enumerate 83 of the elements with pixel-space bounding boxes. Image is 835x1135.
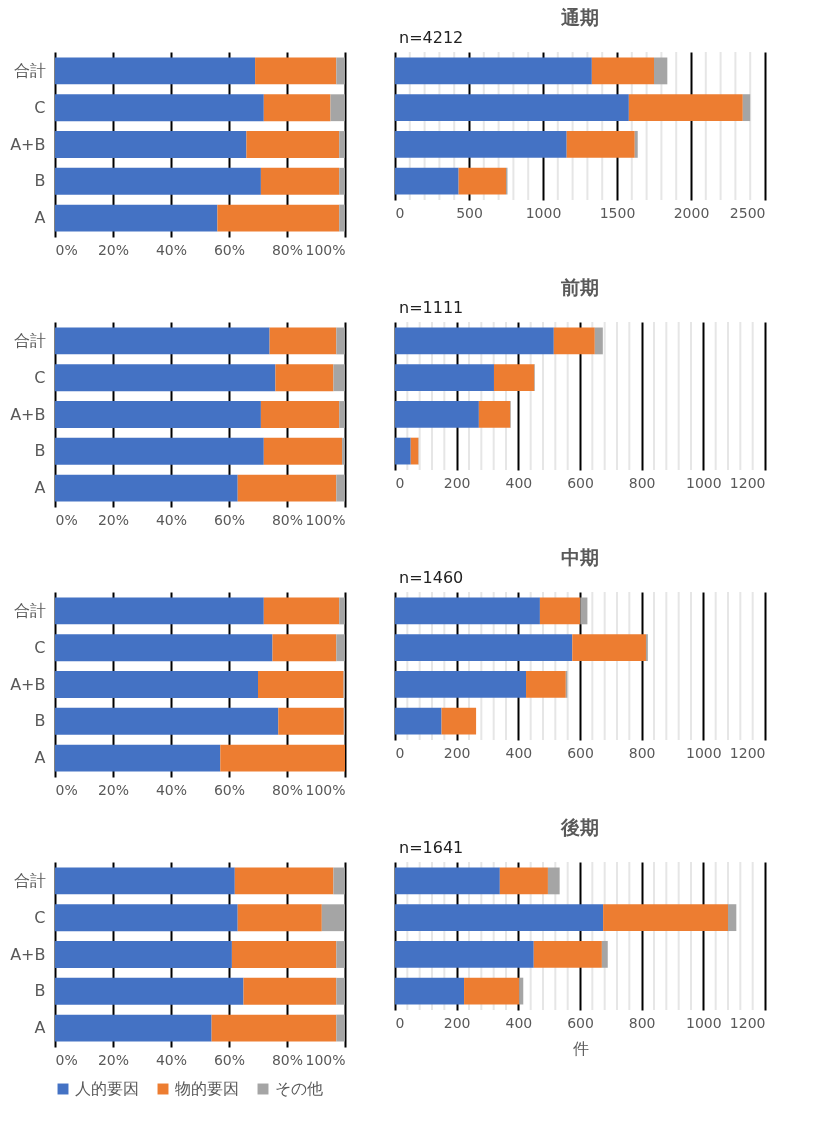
x-tick-label: 0	[395, 204, 405, 221]
x-tick-label: 80%	[271, 241, 304, 258]
x-tick-label: 200	[443, 474, 471, 491]
y-tick-label: B	[34, 711, 46, 731]
y-tick-label: A	[34, 208, 46, 228]
x-tick-label: 0%	[55, 781, 78, 798]
y-tick-label: A+B	[10, 404, 46, 424]
y-tick-label: B	[34, 981, 46, 1001]
y-tick-label: A+B	[10, 134, 46, 154]
y-tick-label: A	[34, 478, 46, 498]
text: n=1641	[399, 838, 464, 857]
x-tick-label: 0%	[55, 511, 78, 528]
x-tick-label: 0	[395, 1014, 405, 1031]
x-tick-label: 60%	[213, 1051, 246, 1068]
y-tick-label: A+B	[10, 944, 46, 964]
x-tick-label: 40%	[155, 241, 188, 258]
x-tick-label: 2000	[673, 204, 710, 221]
x-tick-label: 0	[395, 744, 405, 761]
y-tick-label: C	[34, 637, 46, 657]
x-tick-label: 2500	[729, 204, 766, 221]
x-tick-label: 200	[443, 744, 471, 761]
x-tick-label: 1200	[729, 1014, 766, 1031]
x-tick-label: 200	[443, 1014, 471, 1031]
x-tick-label: 60%	[213, 511, 246, 528]
y-tick-label: C	[34, 907, 46, 927]
x-tick-label: 100%	[305, 781, 346, 798]
x-tick-label: 20%	[97, 1051, 130, 1068]
y-tick-label: C	[34, 97, 46, 117]
y-tick-label: 合計	[13, 600, 46, 620]
y-tick-label: A+B	[10, 674, 46, 694]
x-tick-label: 1200	[729, 474, 766, 491]
y-tick-label: B	[34, 171, 46, 191]
x-tick-label: 40%	[155, 781, 188, 798]
x-tick-label: 100%	[305, 511, 346, 528]
x-tick-label: 60%	[213, 241, 246, 258]
y-tick-label: A	[34, 748, 46, 768]
y-tick-label: 合計	[13, 870, 46, 890]
x-tick-label: 20%	[97, 511, 130, 528]
y-tick-label: 合計	[13, 60, 46, 80]
x-tick-label: 1200	[729, 744, 766, 761]
x-axis-title: 件	[572, 1038, 589, 1058]
chart-title: 通期	[560, 6, 599, 28]
x-tick-label: 600	[567, 744, 594, 761]
chart-title: 後期	[560, 816, 599, 838]
x-tick-label: 1000	[686, 474, 722, 491]
x-tick-label: 20%	[97, 241, 130, 258]
x-tick-label: 800	[628, 1014, 656, 1031]
y-tick-label: A	[34, 1018, 46, 1038]
x-tick-label: 80%	[271, 1051, 304, 1068]
x-tick-label: 1500	[599, 204, 636, 221]
x-tick-label: 800	[628, 744, 656, 761]
text: n=4212	[399, 28, 464, 47]
x-tick-label: 400	[505, 1014, 533, 1031]
x-tick-label: 0%	[55, 1051, 78, 1068]
x-tick-label: 100%	[305, 241, 346, 258]
y-tick-label: C	[34, 367, 46, 387]
x-tick-label: 600	[567, 1014, 594, 1031]
x-tick-label: 40%	[155, 1051, 188, 1068]
y-tick-label: 合計	[13, 330, 46, 350]
chart-title: 前期	[560, 276, 599, 298]
x-tick-label: 0	[395, 474, 405, 491]
x-tick-label: 100%	[305, 1051, 346, 1068]
x-tick-label: 0%	[55, 241, 78, 258]
x-tick-label: 1000	[686, 1014, 722, 1031]
x-tick-label: 20%	[97, 781, 130, 798]
legend-label: 人的要因	[75, 1079, 139, 1098]
legend-label: 物的要因	[175, 1079, 239, 1098]
text: n=1111	[399, 298, 464, 317]
x-tick-label: 600	[567, 474, 594, 491]
chart-title: 中期	[561, 546, 599, 568]
x-tick-label: 80%	[271, 781, 304, 798]
x-tick-label: 500	[456, 204, 483, 221]
legend-label: その他	[275, 1079, 323, 1098]
x-tick-label: 800	[628, 474, 656, 491]
x-tick-label: 1000	[525, 204, 562, 221]
x-tick-label: 400	[505, 474, 533, 491]
x-tick-label: 80%	[271, 511, 304, 528]
x-tick-label: 60%	[213, 781, 246, 798]
text: n=1460	[399, 568, 464, 587]
x-tick-label: 1000	[686, 744, 722, 761]
y-tick-label: B	[34, 441, 46, 461]
x-tick-label: 400	[505, 744, 533, 761]
x-tick-label: 40%	[155, 511, 188, 528]
